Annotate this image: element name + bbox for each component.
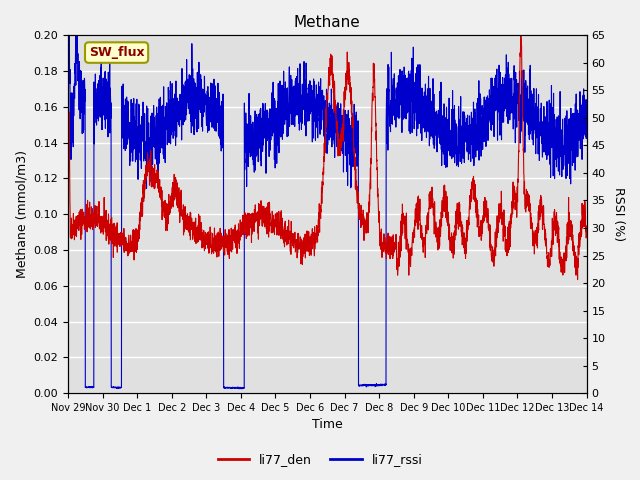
Y-axis label: Methane (mmol/m3): Methane (mmol/m3)	[15, 150, 28, 278]
Y-axis label: RSSI (%): RSSI (%)	[612, 187, 625, 241]
Text: SW_flux: SW_flux	[89, 46, 145, 59]
Title: Methane: Methane	[294, 15, 361, 30]
X-axis label: Time: Time	[312, 419, 342, 432]
Legend: li77_den, li77_rssi: li77_den, li77_rssi	[212, 448, 428, 471]
